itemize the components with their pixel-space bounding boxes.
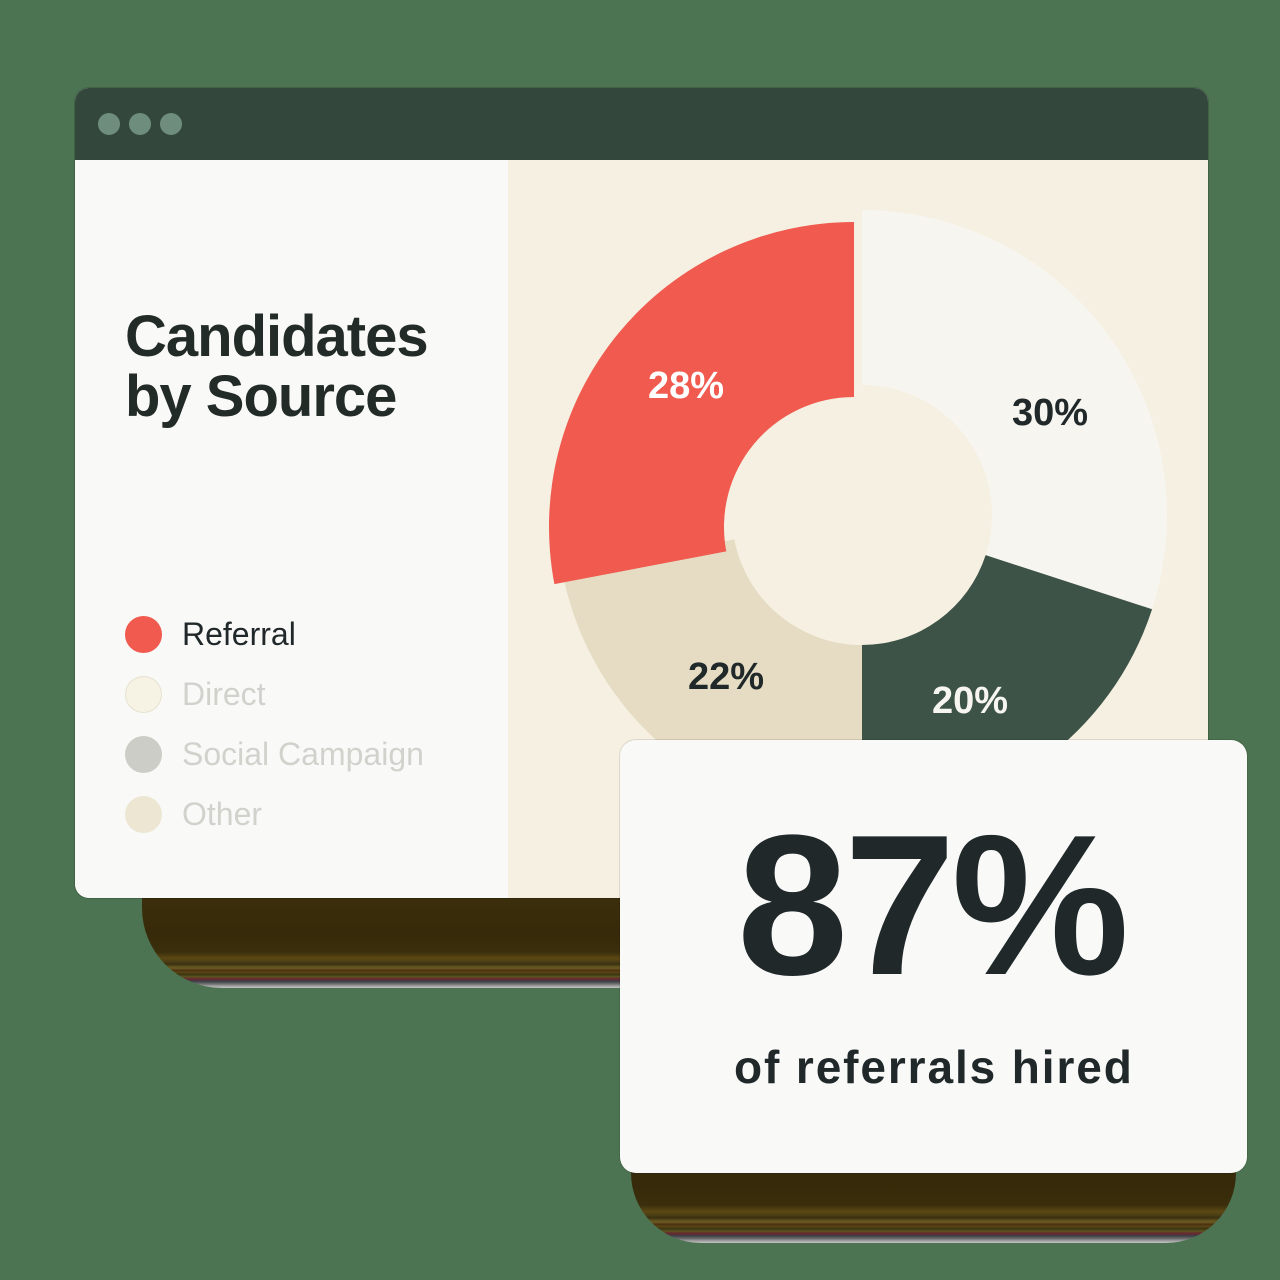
svg-text:28%: 28% xyxy=(648,365,724,407)
svg-text:20%: 20% xyxy=(932,680,1008,722)
svg-text:22%: 22% xyxy=(688,656,764,698)
svg-text:30%: 30% xyxy=(1012,392,1088,434)
